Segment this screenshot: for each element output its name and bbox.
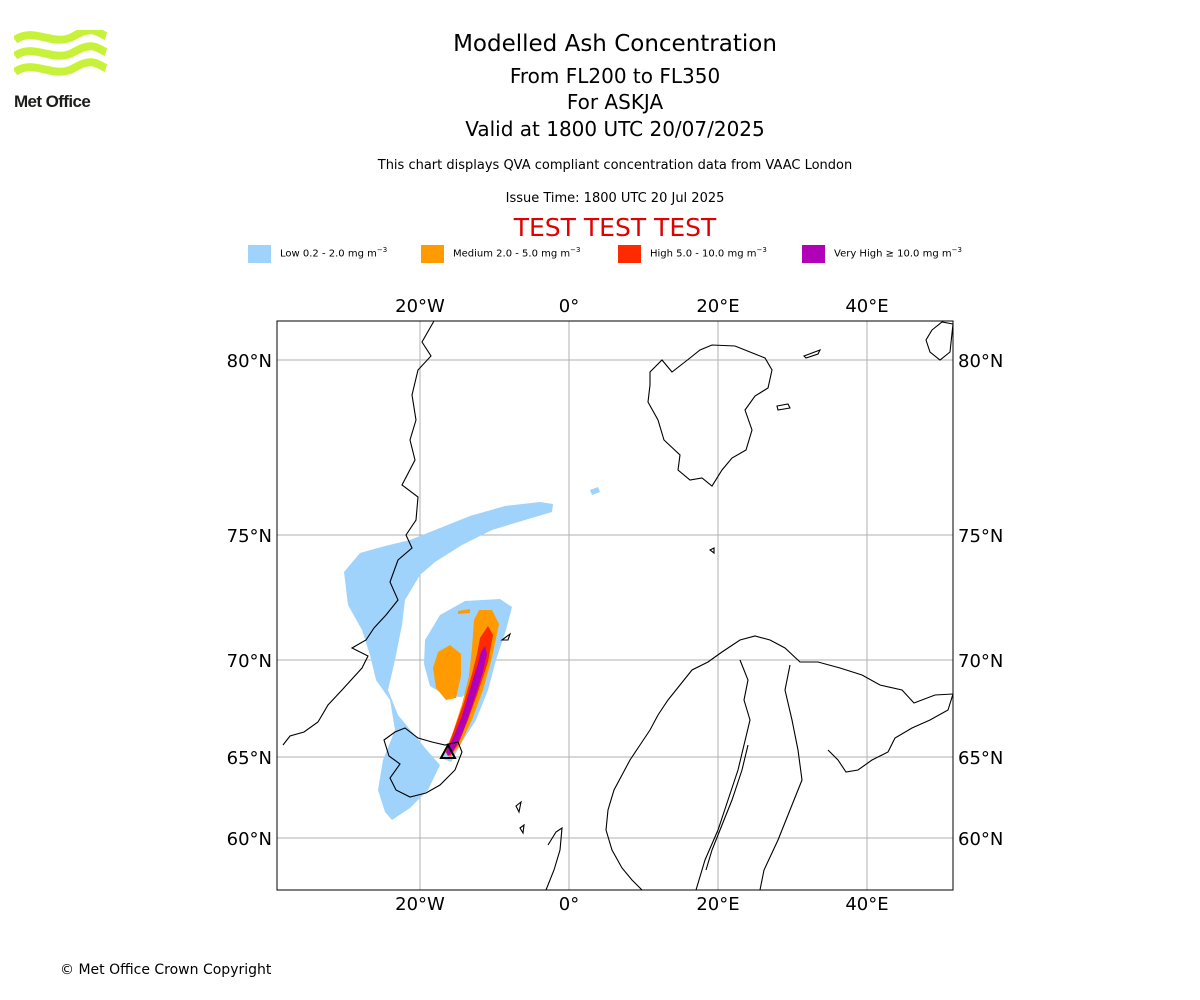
lat-tick-right: 70°N [958, 651, 1003, 672]
lat-tick-right: 80°N [958, 351, 1003, 372]
lat-tick-left: 80°N [227, 351, 272, 372]
legend-swatch-high [618, 245, 641, 263]
svalbard-islet [776, 403, 791, 411]
lon-tick-top: 0° [559, 296, 579, 317]
chart-title: Modelled Ash Concentration [453, 31, 777, 57]
logo-text: Met Office [14, 92, 91, 111]
legend-label-high: High 5.0 - 10.0 mg m [650, 248, 757, 260]
svalbard-coast [647, 344, 773, 487]
legend-label-very-high: Very High ≥ 10.0 mg m [834, 248, 952, 260]
met-office-wave-icon [12, 26, 108, 76]
lat-tick-left: 75°N [227, 526, 272, 547]
shetland-coast [515, 800, 522, 814]
issue-time: Issue Time: 1800 UTC 20 Jul 2025 [505, 191, 725, 206]
valid-time: Valid at 1800 UTC 20/07/2025 [465, 117, 765, 141]
legend-label-medium: Medium 2.0 - 5.0 mg m [453, 248, 571, 260]
greenland-coast [282, 321, 435, 746]
gulf-of-bothnia-coast [705, 744, 749, 871]
test-banner: TEST TEST TEST [513, 213, 717, 242]
jan-mayen-coast [500, 632, 512, 641]
legend-swatch-low [248, 245, 271, 263]
ash-plume [344, 487, 600, 820]
ash-low-region [344, 502, 553, 820]
met-office-logo: Met Office [12, 26, 108, 112]
askja-volcano-marker [439, 742, 457, 759]
finland-sweden-border [695, 659, 751, 890]
legend-unit-exponent: −3 [376, 246, 388, 254]
lon-tick-bottom: 40°E [845, 894, 888, 915]
chart-description: This chart displays QVA compliant concen… [377, 158, 853, 173]
lat-tick-left: 65°N [227, 748, 272, 769]
lat-tick-right: 60°N [958, 829, 1003, 850]
coastlines [282, 321, 953, 890]
ash-very-high-region [446, 646, 487, 756]
ash-low-region [590, 487, 600, 495]
ash-medium-region [458, 609, 470, 614]
legend-unit-exponent: −3 [951, 246, 962, 254]
lon-tick-bottom: 20°E [696, 894, 739, 915]
flight-level-range: From FL200 to FL350 [509, 64, 721, 88]
scandinavia-coast [605, 635, 953, 890]
lat-tick-left: 70°N [227, 651, 272, 672]
ash-medium-region [433, 645, 461, 700]
lat-tick-right: 65°N [958, 748, 1003, 769]
concentration-legend: Low 0.2 - 2.0 mg m−3 Medium 2.0 - 5.0 mg… [0, 244, 1200, 264]
lat-tick-right: 75°N [958, 526, 1003, 547]
russia-finland-border [759, 664, 803, 890]
lat-tick-left: 60°N [227, 829, 272, 850]
lon-tick-bottom: 0° [559, 894, 579, 915]
svalbard-islet [803, 348, 822, 359]
faroe-coast [519, 823, 525, 835]
franz-josef-coast [925, 321, 953, 361]
lon-tick-top: 20°E [696, 296, 739, 317]
iceland-coast [383, 727, 463, 798]
volcano-name: For ASKJA [566, 90, 664, 114]
legend-label-low: Low 0.2 - 2.0 mg m [280, 248, 377, 260]
scotland-coast [545, 826, 563, 890]
lon-tick-bottom: 20°W [395, 894, 445, 915]
copyright-footer: © Met Office Crown Copyright [60, 962, 272, 978]
legend-swatch-very-high [802, 245, 825, 263]
lon-tick-top: 40°E [845, 296, 888, 317]
bear-island-coast [708, 547, 715, 555]
legend-swatch-medium [421, 245, 444, 263]
legend-unit-exponent: −3 [570, 246, 581, 254]
legend-unit-exponent: −3 [756, 246, 767, 254]
map-frame [276, 320, 954, 891]
kola-peninsula-coast [827, 693, 953, 773]
lon-tick-top: 20°W [395, 296, 445, 317]
